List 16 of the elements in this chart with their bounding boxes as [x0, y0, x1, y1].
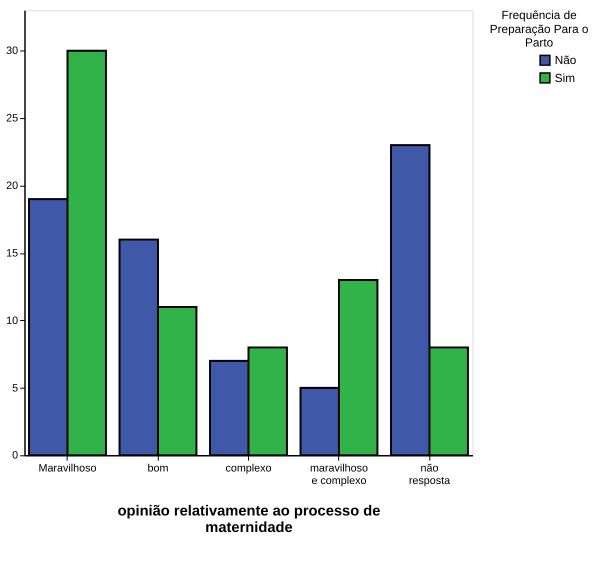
x-tick-label: complexo — [225, 462, 272, 474]
y-tick-label: 20 — [6, 180, 18, 192]
x-tick-label: bom — [148, 462, 168, 474]
y-tick-label: 10 — [6, 314, 18, 327]
y-tick-label: 30 — [6, 45, 18, 58]
legend-title: Frequência de Preparação Para o Parto — [490, 9, 589, 50]
y-tick-label: 15 — [6, 247, 18, 260]
legend-label: Sim — [554, 72, 576, 85]
x-tick-label: Maravilhoso — [38, 462, 97, 474]
x-tick-label: maravilhoso e complexo — [310, 462, 368, 488]
y-tick-label: 25 — [6, 112, 18, 125]
y-tick-label: 5 — [12, 382, 18, 394]
y-tick-label: 0 — [12, 450, 18, 462]
x-tick-label: não resposta — [408, 462, 450, 488]
x-axis-title: opinião relativamente ao processo de maternidade — [118, 504, 380, 536]
legend-label: Não — [554, 54, 577, 68]
